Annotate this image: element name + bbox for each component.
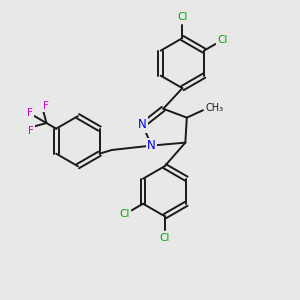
- Text: F: F: [28, 126, 34, 136]
- Text: N: N: [138, 118, 147, 131]
- Text: Cl: Cl: [218, 35, 228, 45]
- Text: Cl: Cl: [177, 12, 188, 22]
- Text: Cl: Cl: [160, 233, 170, 243]
- Text: Cl: Cl: [119, 209, 130, 220]
- Text: N: N: [138, 118, 147, 131]
- Text: F: F: [43, 100, 49, 111]
- Text: N: N: [147, 139, 156, 152]
- Text: F: F: [27, 109, 33, 118]
- Text: N: N: [147, 139, 156, 152]
- Text: CH₃: CH₃: [205, 103, 223, 113]
